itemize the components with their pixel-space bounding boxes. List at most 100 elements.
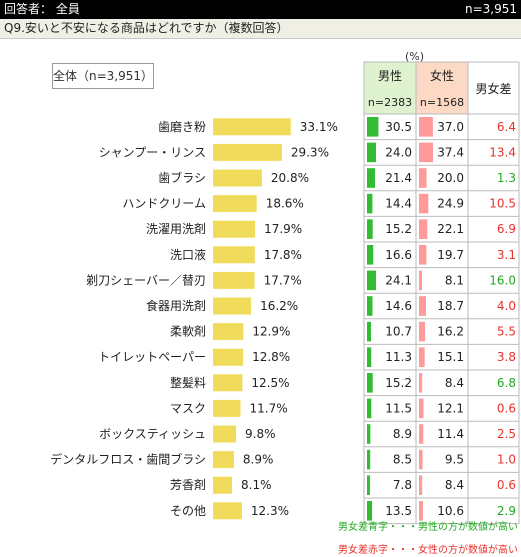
overall-bar <box>213 143 282 161</box>
female-value: 10.6 <box>437 504 464 518</box>
unit-label: (%) <box>405 50 425 63</box>
respondent-header: 回答者： 全員 n=3,951 <box>0 0 521 19</box>
female-bar <box>419 296 427 316</box>
diff-value: 3.1 <box>497 248 516 262</box>
female-bar <box>419 373 423 393</box>
diff-value: 2.9 <box>497 504 516 518</box>
overall-value-label: 12.8% <box>252 350 290 364</box>
overall-value-label: 11.7% <box>249 401 287 415</box>
female-value: 16.2 <box>437 325 464 339</box>
male-value: 24.1 <box>385 273 412 287</box>
male-bar <box>367 347 372 367</box>
male-value: 13.5 <box>385 504 412 518</box>
overall-bar <box>213 271 255 289</box>
overall-value-label: 9.8% <box>245 427 276 441</box>
male-value: 30.5 <box>385 120 412 134</box>
overall-bar <box>213 399 241 417</box>
question-text: Q9.安いと不安になる商品はどれですか（複数回答） <box>4 21 289 35</box>
diff-value: 1.3 <box>497 171 516 185</box>
category-label: その他 <box>170 504 206 518</box>
overall-value-label: 17.7% <box>264 273 302 287</box>
male-value: 10.7 <box>385 325 412 339</box>
category-label: ハンドクリーム <box>122 197 206 211</box>
female-bar <box>419 321 426 342</box>
male-value: 15.2 <box>385 376 412 390</box>
male-bar <box>367 449 371 470</box>
legend-red-note: 男女差赤字・・・女性の方が数値が高い <box>338 543 518 556</box>
male-value: 16.6 <box>385 248 412 262</box>
male-value: 14.4 <box>385 197 412 211</box>
overall-value-label: 8.1% <box>241 478 272 492</box>
female-bar <box>419 270 423 291</box>
diff-value: 6.8 <box>497 376 516 390</box>
male-value: 21.4 <box>385 171 412 185</box>
overall-value-label: 12.3% <box>251 504 289 518</box>
overall-value-label: 20.8% <box>271 171 309 185</box>
male-header-bg <box>364 62 416 114</box>
male-value: 8.5 <box>393 453 412 467</box>
male-bar <box>367 424 371 444</box>
male-header: 男性 <box>378 69 402 83</box>
diff-value: 0.6 <box>497 401 516 415</box>
overall-bar <box>213 246 255 264</box>
overall-value-label: 12.9% <box>252 325 290 339</box>
overall-bar <box>213 195 257 213</box>
female-header: 女性 <box>430 68 454 83</box>
overall-bar <box>213 502 242 520</box>
overall-bar <box>213 169 262 187</box>
female-value: 11.4 <box>437 427 464 441</box>
total-label: 全体（n=3,951） <box>52 63 154 89</box>
female-bar <box>419 142 434 163</box>
female-value: 24.9 <box>437 197 464 211</box>
male-bar <box>367 270 377 291</box>
female-value: 37.0 <box>437 120 464 134</box>
category-label: 剃刀シェーバー／替刃 <box>86 273 206 287</box>
male-value: 14.6 <box>385 299 412 313</box>
male-bar <box>367 475 370 495</box>
overall-bar <box>213 476 233 494</box>
category-label: 整髪料 <box>170 375 206 390</box>
diff-value: 5.5 <box>497 325 516 339</box>
overall-value-label: 18.6% <box>266 197 304 211</box>
legend-green-note: 男女差青字・・・男性の方が数値が高い <box>338 520 518 533</box>
overall-value-label: 17.9% <box>264 222 302 236</box>
category-label: ボックスティッシュ <box>99 427 206 441</box>
male-bar <box>367 296 373 316</box>
overall-value-label: 29.3% <box>291 145 329 159</box>
male-bar <box>367 245 374 265</box>
category-label: マスク <box>170 401 206 415</box>
female-bar <box>419 245 427 265</box>
overall-bar <box>213 297 252 315</box>
male-bar <box>367 193 373 214</box>
female-value: 18.7 <box>437 299 464 313</box>
male-bar <box>367 168 376 188</box>
diff-value: 0.6 <box>497 478 516 492</box>
female-value: 12.1 <box>437 401 464 415</box>
category-label: 歯ブラシ <box>158 170 206 185</box>
female-bar <box>419 117 433 137</box>
overall-value-label: 12.5% <box>251 376 289 390</box>
male-bar <box>367 373 373 393</box>
female-value: 8.4 <box>445 478 464 492</box>
male-n-label: n=2383 <box>368 96 412 109</box>
female-n-label: n=1568 <box>420 96 464 109</box>
male-value: 7.8 <box>393 478 412 492</box>
diff-value: 4.0 <box>497 299 516 313</box>
overall-value-label: 8.9% <box>243 453 273 467</box>
overall-value-label: 33.1% <box>300 120 338 134</box>
category-label: 柔軟剤 <box>170 324 206 339</box>
male-value: 15.2 <box>385 222 412 236</box>
female-bar <box>419 398 424 419</box>
question-bar: Q9.安いと不安になる商品はどれですか（複数回答） <box>0 19 521 39</box>
respondent-label: 回答者： 全員 <box>4 2 80 16</box>
overall-bar <box>213 220 256 238</box>
category-label: 歯磨き粉 <box>158 120 206 134</box>
diff-value: 6.4 <box>497 120 516 134</box>
overall-bar <box>213 348 244 366</box>
female-bar <box>419 347 425 367</box>
overall-bar <box>213 451 234 469</box>
female-bar <box>419 219 428 239</box>
respondent-count: n=3,951 <box>464 2 517 16</box>
female-bar <box>419 475 423 495</box>
female-value: 9.5 <box>445 453 464 467</box>
